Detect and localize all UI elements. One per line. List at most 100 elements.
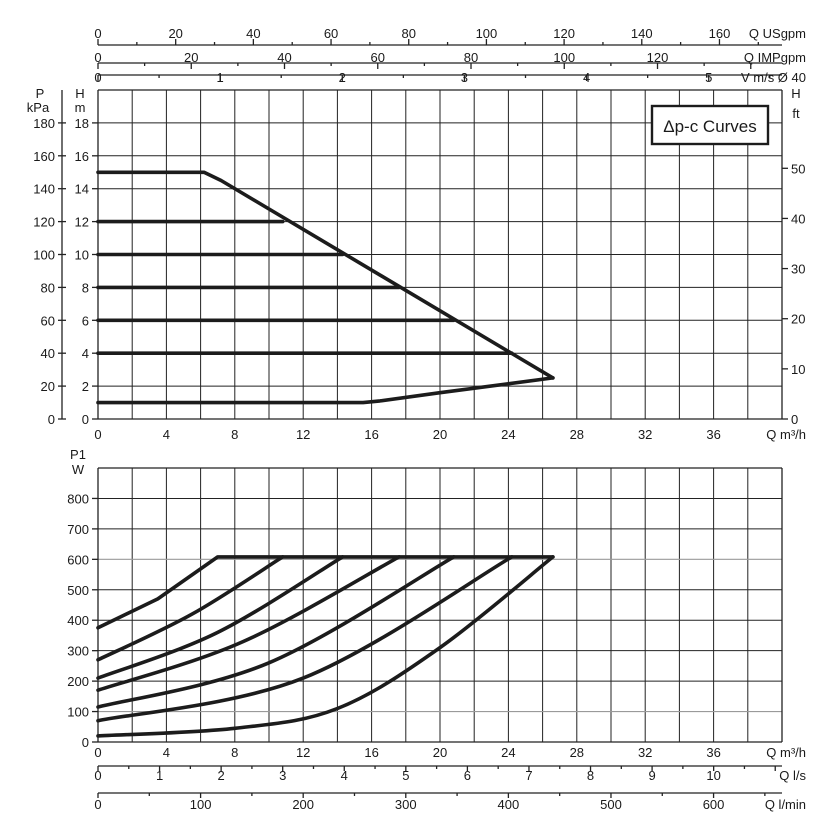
top-axis-tick-label-q-impgpm-100: 100 — [553, 50, 575, 65]
head-x-tick-label-8: 8 — [231, 427, 238, 442]
head-x-tick-label-32: 32 — [638, 427, 652, 442]
top-axis-tick-label-v-m-s-40-3: 3 — [461, 70, 468, 85]
top-axis-tick-label-q-usgpm-0: 0 — [94, 26, 101, 41]
head-x-tick-label-4: 4 — [163, 427, 170, 442]
bottom-axis-tick-label-q-l-s-6: 6 — [464, 768, 471, 783]
top-axis-title-q-usgpm: Q USgpm — [749, 26, 806, 41]
p-axis-tick-label-120: 120 — [33, 215, 55, 230]
power-y-tick-label-500: 500 — [67, 583, 89, 598]
top-axis-tick-label-v-m-s-40-1: 1 — [217, 70, 224, 85]
top-axis-tick-label-v-m-s-40-4: 4 — [583, 70, 590, 85]
bottom-axis-tick-label-q-l-min-200: 200 — [292, 797, 314, 812]
power-x-tick-label-0: 0 — [94, 745, 101, 760]
power-y-tick-label-100: 100 — [67, 705, 89, 720]
top-axis-title-q-impgpm: Q IMPgpm — [744, 50, 806, 65]
bottom-axis-tick-label-q-l-s-7: 7 — [525, 768, 532, 783]
ft-axis-title: H — [791, 86, 800, 101]
power-y-title: P1 — [70, 447, 86, 462]
h-axis-tick-label-2: 2 — [82, 379, 89, 394]
ft-axis-tick-label-40: 40 — [791, 211, 805, 226]
legend-label: Δp-c Curves — [663, 117, 757, 136]
bottom-axis-title-q-l-min: Q l/min — [765, 797, 806, 812]
head-curve-min — [96, 376, 555, 405]
power-curve-6-m — [96, 555, 456, 709]
bottom-axis-tick-label-q-l-s-5: 5 — [402, 768, 409, 783]
top-axis-tick-label-v-m-s-40-2: 2 — [339, 70, 346, 85]
head-x-tick-label-16: 16 — [364, 427, 378, 442]
power-y-tick-label-200: 200 — [67, 674, 89, 689]
bottom-axis-tick-label-q-l-s-8: 8 — [587, 768, 594, 783]
h-axis-tick-label-10: 10 — [75, 248, 89, 263]
bottom-axis-tick-label-q-l-s-4: 4 — [341, 768, 348, 783]
p-axis-tick-label-80: 80 — [41, 280, 55, 295]
power-curve-10-m — [96, 555, 345, 680]
top-axis-tick-label-v-m-s-40-0: 0 — [94, 70, 101, 85]
ft-axis-tick-label-50: 50 — [791, 161, 805, 176]
top-axis-tick-label-q-impgpm-40: 40 — [277, 50, 291, 65]
h-axis-unit: m — [75, 100, 86, 115]
head-x-tick-label-28: 28 — [570, 427, 584, 442]
bottom-axis-tick-label-q-l-s-2: 2 — [218, 768, 225, 783]
power-curve-4-m — [96, 555, 514, 723]
power-y-tick-label-0: 0 — [82, 735, 89, 750]
ft-axis-tick-label-10: 10 — [791, 362, 805, 377]
bottom-axis-tick-label-q-l-s-3: 3 — [279, 768, 286, 783]
top-axis-tick-label-q-usgpm-20: 20 — [168, 26, 182, 41]
p-axis-title: P — [36, 86, 45, 101]
top-axis-tick-label-q-impgpm-60: 60 — [371, 50, 385, 65]
power-x-axis-title: Q m³/h — [766, 745, 806, 760]
power-x-tick-label-24: 24 — [501, 745, 515, 760]
ft-axis-unit: ft — [792, 106, 800, 121]
power-curve-max — [96, 555, 555, 630]
power-y-unit: W — [72, 462, 85, 477]
power-y-tick-label-700: 700 — [67, 522, 89, 537]
top-axis-tick-label-q-impgpm-20: 20 — [184, 50, 198, 65]
power-y-tick-label-300: 300 — [67, 644, 89, 659]
ft-axis-tick-label-0: 0 — [791, 412, 798, 427]
power-y-tick-label-400: 400 — [67, 613, 89, 628]
head-x-tick-label-0: 0 — [94, 427, 101, 442]
bottom-axis-tick-label-q-l-s-1: 1 — [156, 768, 163, 783]
power-curve-8-m — [96, 555, 401, 692]
ft-axis-tick-label-20: 20 — [791, 312, 805, 327]
power-x-tick-label-36: 36 — [706, 745, 720, 760]
top-axis-tick-label-q-impgpm-0: 0 — [94, 50, 101, 65]
top-axis-tick-label-q-usgpm-120: 120 — [553, 26, 575, 41]
power-x-tick-label-32: 32 — [638, 745, 652, 760]
bottom-axis-tick-label-q-l-min-500: 500 — [600, 797, 622, 812]
head-chart: 020406080100120140160180PkPa024681012141… — [27, 26, 806, 442]
bottom-axis-title-q-l-s: Q l/s — [779, 768, 806, 783]
head-curve-max — [96, 170, 555, 380]
top-axis-tick-label-q-impgpm-120: 120 — [647, 50, 669, 65]
p-axis-tick-label-140: 140 — [33, 182, 55, 197]
bottom-axis-tick-label-q-l-s-0: 0 — [94, 768, 101, 783]
h-axis-tick-label-14: 14 — [75, 182, 89, 197]
top-axis-tick-label-q-usgpm-140: 140 — [631, 26, 653, 41]
h-axis-tick-label-8: 8 — [82, 280, 89, 295]
p-axis-tick-label-40: 40 — [41, 346, 55, 361]
h-axis-tick-label-16: 16 — [75, 149, 89, 164]
bottom-axis-tick-label-q-l-min-600: 600 — [703, 797, 725, 812]
power-y-tick-label-600: 600 — [67, 552, 89, 567]
top-axis-tick-label-q-usgpm-100: 100 — [476, 26, 498, 41]
h-axis-tick-label-12: 12 — [75, 215, 89, 230]
bottom-axis-tick-label-q-l-min-0: 0 — [94, 797, 101, 812]
bottom-axis-tick-label-q-l-s-9: 9 — [648, 768, 655, 783]
top-axis-tick-label-q-usgpm-160: 160 — [709, 26, 731, 41]
power-y-tick-label-800: 800 — [67, 491, 89, 506]
power-x-tick-label-16: 16 — [364, 745, 378, 760]
power-curve-12-m — [96, 555, 285, 662]
head-x-tick-label-20: 20 — [433, 427, 447, 442]
head-x-tick-label-24: 24 — [501, 427, 515, 442]
power-curve-min — [96, 555, 555, 738]
p-axis-tick-label-180: 180 — [33, 116, 55, 131]
h-axis-tick-label-6: 6 — [82, 313, 89, 328]
h-axis-tick-label-0: 0 — [82, 412, 89, 427]
top-axis-title-v-m-s-40: V m/s Ø 40 — [741, 70, 806, 85]
bottom-axis-tick-label-q-l-s-10: 10 — [706, 768, 720, 783]
p-axis-tick-label-60: 60 — [41, 313, 55, 328]
power-x-tick-label-12: 12 — [296, 745, 310, 760]
head-x-tick-label-36: 36 — [706, 427, 720, 442]
